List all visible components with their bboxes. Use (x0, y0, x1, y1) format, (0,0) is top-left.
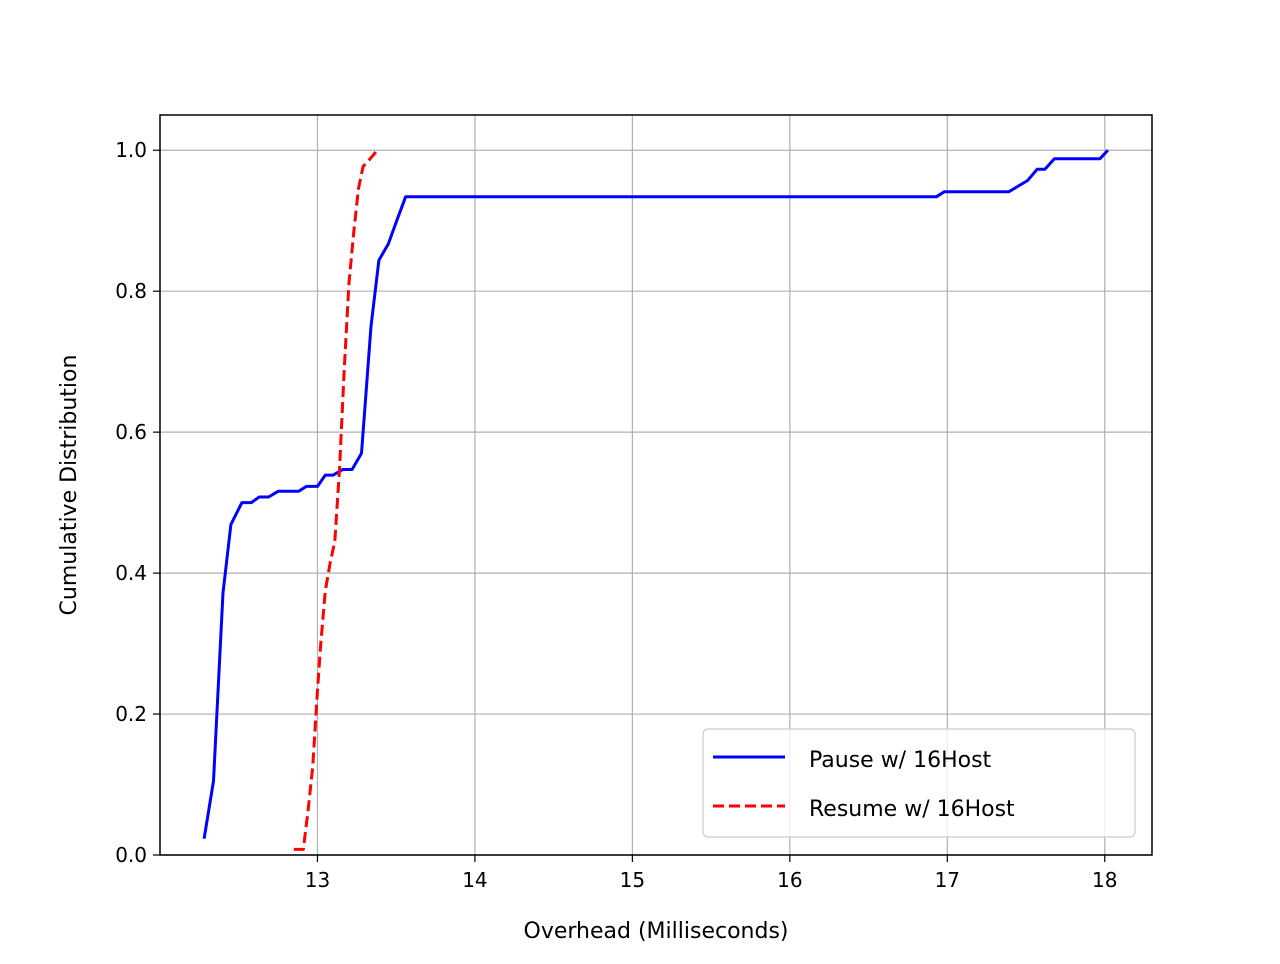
y-tick-label: 0.0 (115, 843, 147, 867)
series-line-resume (293, 149, 379, 851)
x-axis-label: Overhead (Milliseconds) (524, 919, 789, 944)
y-tick-label: 0.2 (115, 702, 147, 726)
x-tick-label: 16 (777, 868, 802, 892)
y-tick-label: 1.0 (115, 138, 147, 162)
x-tick-label: 14 (462, 868, 487, 892)
series-layer (202, 149, 1109, 851)
y-tick-label: 0.6 (115, 420, 147, 444)
grid-layer (160, 115, 1152, 856)
tick-layer: 13 14 15 16 17 18 0.0 0.2 0.4 0.6 0.8 1.0 (115, 138, 1117, 892)
x-tick-label: 18 (1092, 868, 1117, 892)
y-axis-label: Cumulative Distribution (57, 355, 82, 616)
legend-label-pause: Pause w/ 16Host (809, 748, 992, 773)
plot-frame (159, 114, 1153, 856)
series-line-pause (202, 149, 1109, 840)
legend-box (702, 728, 1136, 838)
y-tick-label: 0.8 (115, 279, 147, 303)
y-tick-label: 0.4 (115, 561, 147, 585)
legend: Pause w/ 16Host Resume w/ 16Host (702, 728, 1136, 838)
legend-label-resume: Resume w/ 16Host (809, 797, 1015, 822)
x-tick-label: 15 (620, 868, 645, 892)
x-tick-label: 17 (935, 868, 960, 892)
x-tick-label: 13 (305, 868, 330, 892)
